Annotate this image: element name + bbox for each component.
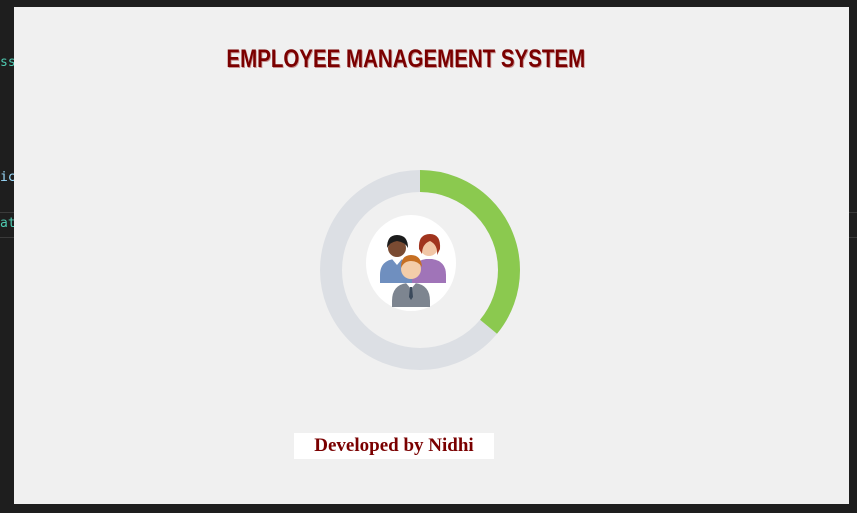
app-title: EMPLOYEE MANAGEMENT SYSTEM [226, 45, 586, 73]
progress-fill [320, 170, 520, 370]
code-fragment: at [0, 216, 16, 231]
employee-group-icon [366, 215, 456, 311]
splash-screen: EMPLOYEE MANAGEMENT SYSTEM Developed by … [14, 7, 849, 504]
code-fragment: ic [0, 170, 16, 185]
developer-credit: Developed by Nidhi [294, 433, 494, 459]
progress-ring [318, 168, 522, 372]
code-fragment: ss [0, 55, 16, 70]
